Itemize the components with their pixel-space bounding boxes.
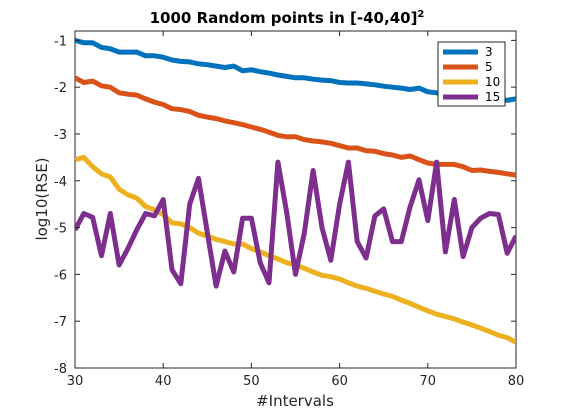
x-tick-label: 30 — [67, 374, 84, 389]
x-axis-label: #Intervals — [256, 392, 334, 410]
x-tick-label: 70 — [420, 374, 437, 389]
x-tick-label: 60 — [331, 374, 348, 389]
x-tick-label: 40 — [155, 374, 172, 389]
chart-title: 1000 Random points in [-40,40]2 — [150, 9, 425, 27]
legend-label-15: 15 — [485, 90, 500, 104]
ticks-layer: 30 40 50 60 70 80 -1 -2 -3 -4 -5 -6 -7 -8 — [54, 31, 524, 389]
y-tick-label: -6 — [54, 268, 67, 283]
y-tick-label: -2 — [54, 81, 67, 96]
y-tick-label: -5 — [54, 222, 67, 237]
y-tick-label: -7 — [54, 315, 67, 330]
legend-label-3: 3 — [485, 45, 493, 59]
x-tick-label: 80 — [508, 374, 525, 389]
legend-label-5: 5 — [485, 60, 493, 74]
y-tick-label: -1 — [54, 34, 67, 49]
y-axis-label: log10(RSE) — [33, 157, 51, 240]
x-tick-label: 50 — [243, 374, 260, 389]
y-tick-label: -3 — [54, 128, 67, 143]
y-tick-label: -4 — [54, 175, 67, 190]
series-line-15 — [75, 159, 516, 289]
y-tick-label: -8 — [54, 362, 67, 377]
series-line-5 — [75, 75, 516, 178]
legend-label-10: 10 — [485, 75, 500, 89]
